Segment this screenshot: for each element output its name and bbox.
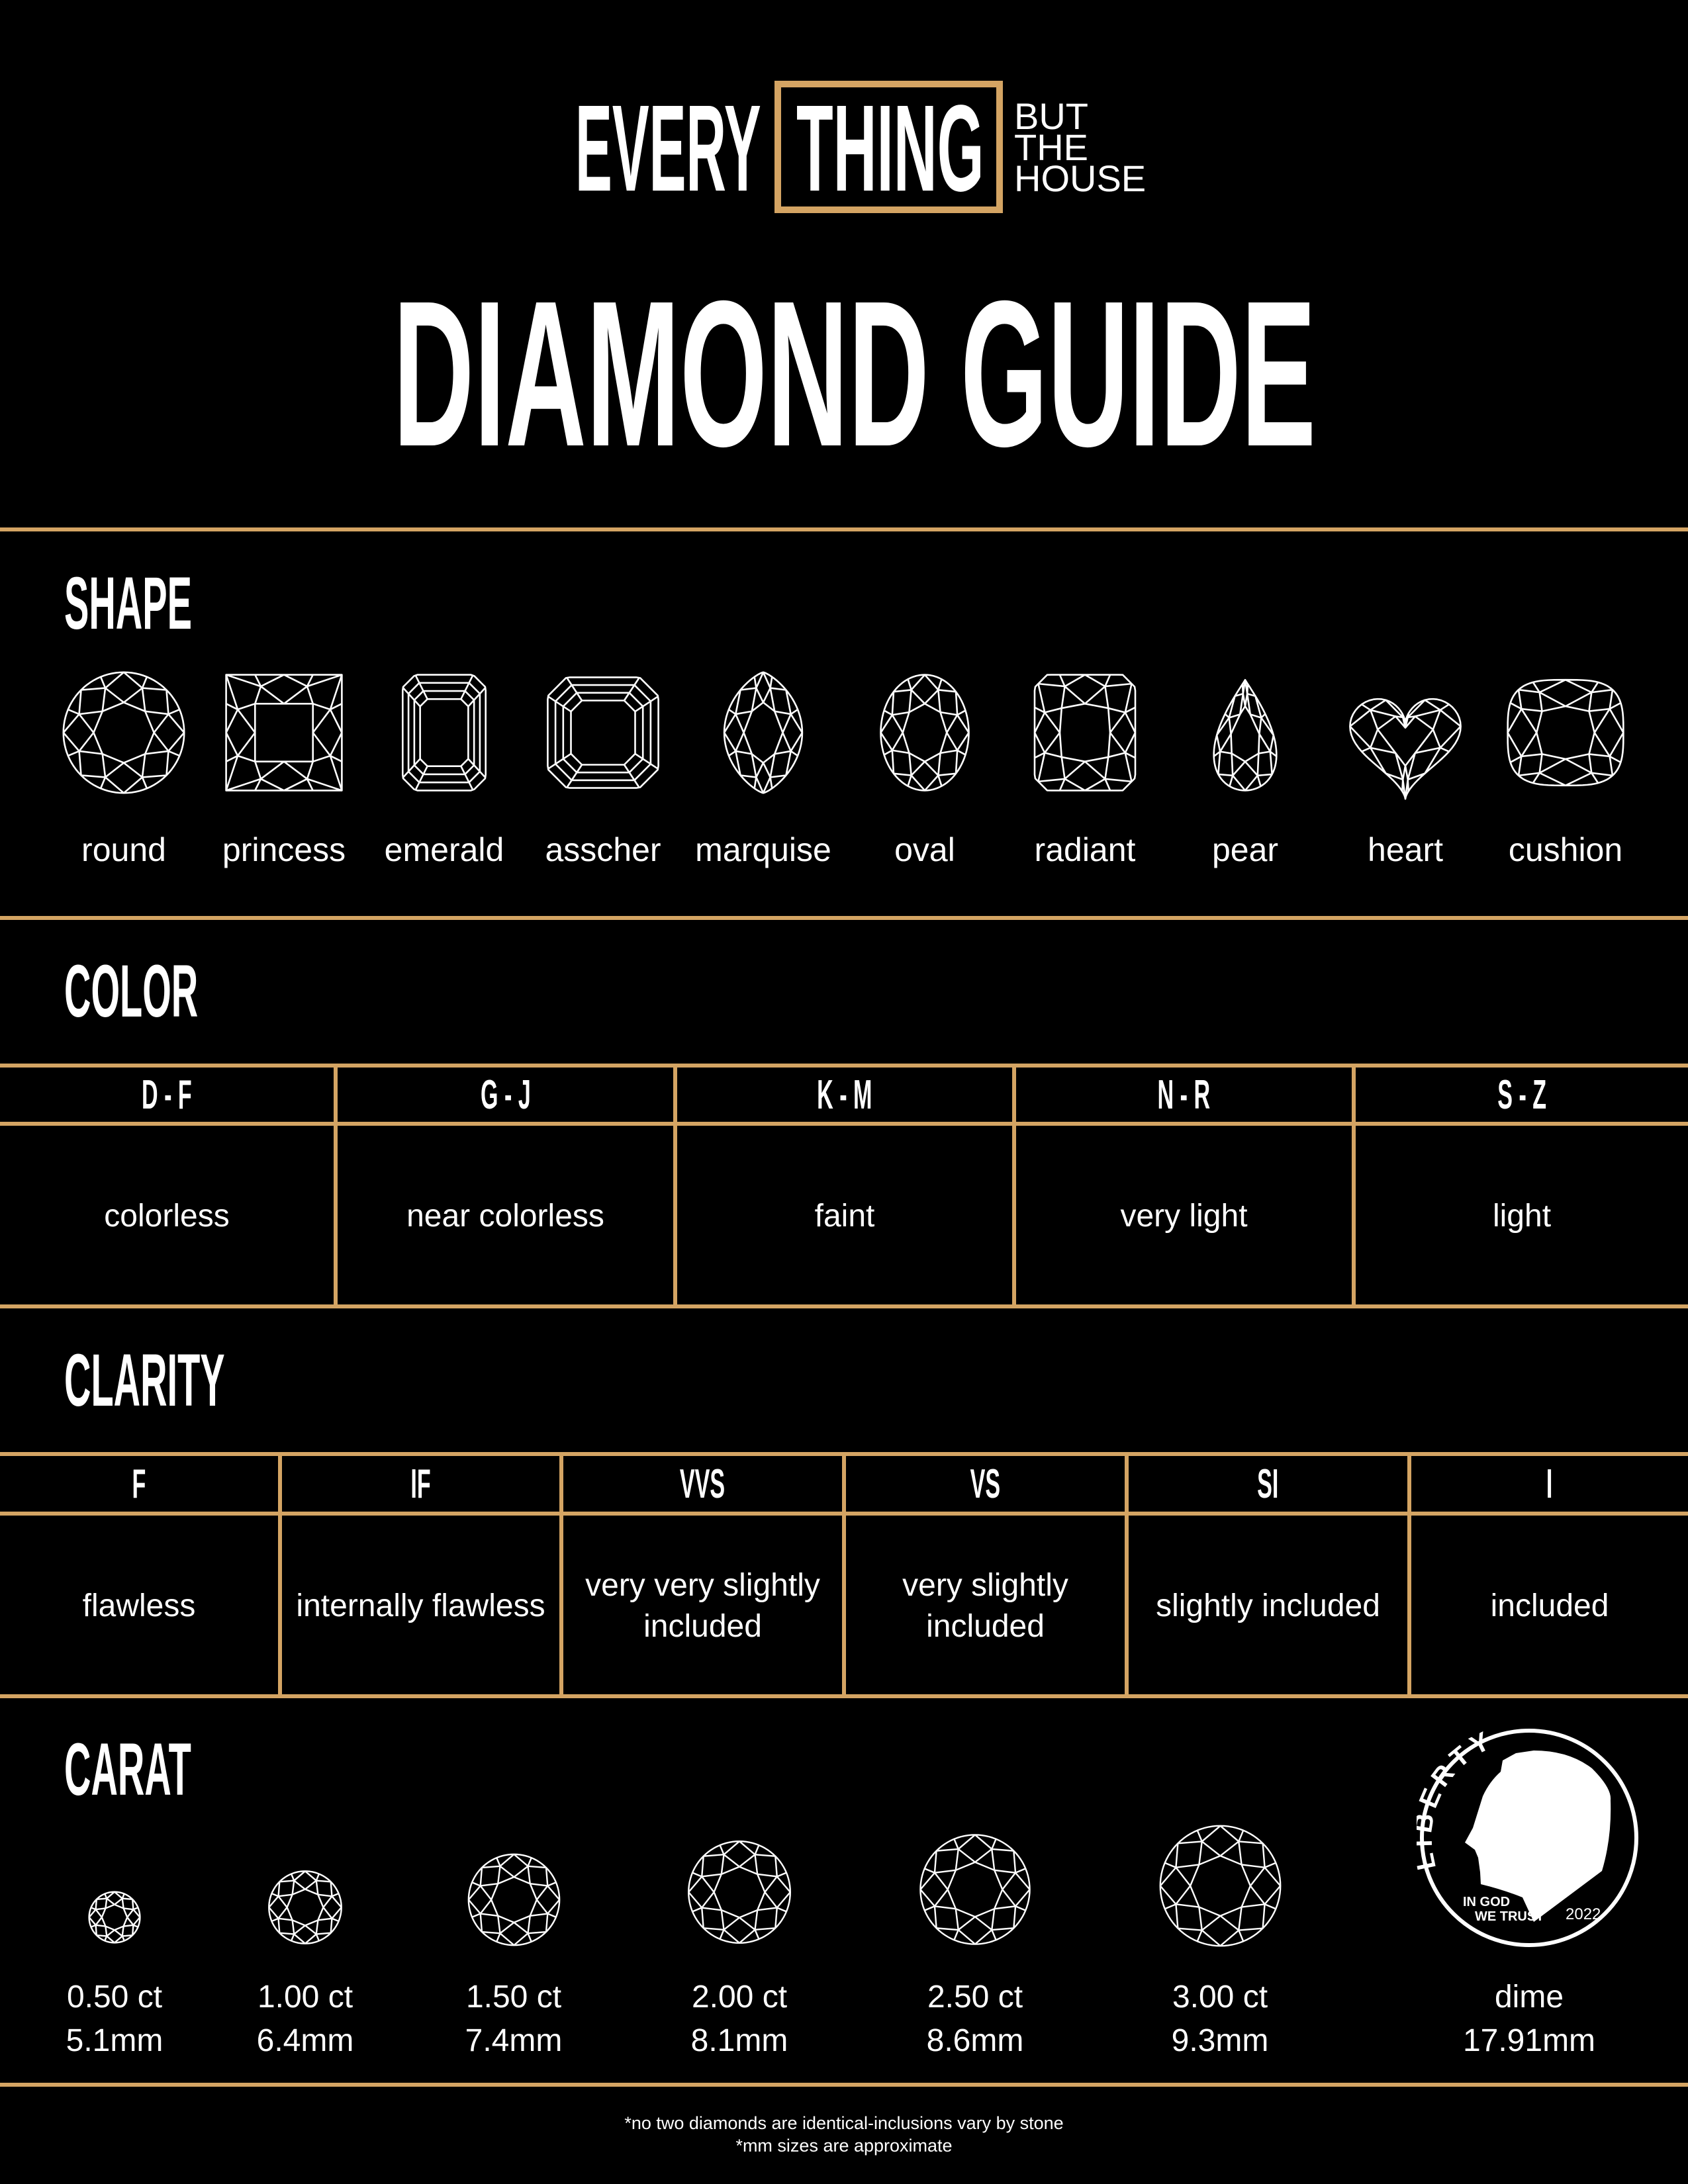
- table-column-divider: [559, 1452, 563, 1696]
- shape-label-marquise: marquise: [695, 831, 831, 868]
- cushion-diamond-icon: [1503, 670, 1628, 796]
- color-grade-header: G - J: [480, 1071, 531, 1118]
- divider: [0, 916, 1688, 920]
- heart-diamond-icon: [1342, 670, 1468, 796]
- shape-label-princess: princess: [222, 831, 346, 868]
- carat-label: 1.50 ct 7.4mm: [465, 1979, 563, 2058]
- clarity-grade-description: flawless: [82, 1588, 196, 1623]
- clarity-grade-header: VVS: [680, 1461, 726, 1507]
- carat-label: 2.00 ct 8.1mm: [690, 1979, 788, 2058]
- color-grade-description: faint: [814, 1198, 875, 1234]
- asscher-diamond-icon: [540, 670, 666, 796]
- color-grade-description: very light: [1120, 1198, 1248, 1234]
- shape-label-cushion: cushion: [1508, 831, 1623, 868]
- table-rule: [0, 1064, 1688, 1068]
- logo-thing: THING: [796, 80, 984, 217]
- shape-label-pear: pear: [1211, 831, 1279, 868]
- carat-label: 0.50 ct 5.1mm: [66, 1979, 164, 2058]
- carat-label: 1.00 ct 6.4mm: [256, 1979, 354, 2058]
- shape-label-heart: heart: [1368, 831, 1443, 868]
- shape-label-round: round: [81, 831, 166, 868]
- shape-label-oval: oval: [894, 831, 955, 868]
- emerald-diamond-icon: [381, 670, 507, 796]
- dime-icon: LIBERTY IN GOD WE TRUST 2022: [1408, 1725, 1642, 1950]
- divider: [0, 2083, 1688, 2087]
- table-column-divider: [1352, 1064, 1356, 1306]
- clarity-grade-description: very slightly included: [902, 1567, 1068, 1644]
- footer-note-2: *mm sizes are approximate: [735, 2136, 953, 2156]
- footer-note-1: *no two diamonds are identical-inclusion…: [624, 2113, 1064, 2133]
- logo-but-the-house: BUT THE HOUSE: [1014, 95, 1147, 199]
- clarity-grade-description: included: [1490, 1588, 1609, 1623]
- logo: EVERY THING BUT THE HOUSE: [0, 0, 1688, 225]
- carat-diamond-icon: [1158, 1823, 1283, 1948]
- clarity-heading: CLARITY: [64, 1339, 225, 1422]
- clarity-grade-header: SI: [1257, 1461, 1279, 1507]
- marquise-diamond-icon: [700, 670, 826, 796]
- clarity-grade-header: IF: [410, 1461, 431, 1507]
- round-diamond-icon: [61, 670, 187, 796]
- logo-box: [774, 81, 1003, 213]
- page-title: DIAMOND GUIDE: [393, 257, 1316, 490]
- shape-label-radiant: radiant: [1034, 831, 1136, 868]
- color-grade-header: K - M: [817, 1071, 872, 1118]
- color-grade-description: near colorless: [406, 1198, 604, 1234]
- clarity-grade-description: very very slightly included: [585, 1567, 820, 1644]
- table-rule: [0, 1122, 1688, 1126]
- logo-every: EVERY: [575, 80, 761, 217]
- carat-diamond-icon: [467, 1852, 561, 1947]
- clarity-grade-description: internally flawless: [296, 1588, 545, 1623]
- carat-heading: CARAT: [64, 1728, 191, 1811]
- color-heading: COLOR: [64, 950, 199, 1032]
- table-column-divider: [1407, 1452, 1411, 1696]
- dime-year: 2022: [1566, 1905, 1601, 1923]
- table-column-divider: [1125, 1452, 1129, 1696]
- table-column-divider: [334, 1064, 338, 1306]
- carat-diamond-icon: [918, 1833, 1032, 1946]
- table-column-divider: [278, 1452, 282, 1696]
- clarity-grade-header: I: [1546, 1461, 1553, 1507]
- table-column-divider: [1012, 1064, 1016, 1306]
- divider: [0, 1694, 1688, 1698]
- table-column-divider: [842, 1452, 846, 1696]
- divider: [0, 527, 1688, 531]
- clarity-grade-description: slightly included: [1156, 1588, 1380, 1623]
- color-grade-header: D - F: [142, 1071, 192, 1118]
- table-column-divider: [673, 1064, 677, 1306]
- dime-motto-1: IN GOD: [1463, 1895, 1510, 1909]
- color-grade-description: light: [1492, 1198, 1552, 1234]
- divider: [0, 1304, 1688, 1308]
- carat-label: 3.00 ct 9.3mm: [1171, 1979, 1269, 2058]
- oval-diamond-icon: [862, 670, 988, 796]
- carat-diamond-icon: [267, 1870, 343, 1945]
- carat-diamond-icon: [88, 1891, 141, 1944]
- clarity-grade-header: F: [132, 1461, 146, 1507]
- radiant-diamond-icon: [1022, 670, 1148, 796]
- title-wrap: DIAMOND GUIDE: [0, 257, 1688, 490]
- carat-diamond-icon: [686, 1839, 792, 1945]
- shape-label-emerald: emerald: [384, 831, 504, 868]
- clarity-grade-header: VS: [970, 1461, 1001, 1507]
- shape-heading: SHAPE: [64, 562, 192, 645]
- dime-motto-2: WE TRUST: [1475, 1909, 1544, 1924]
- pear-diamond-icon: [1182, 670, 1308, 796]
- color-grade-header: N - R: [1157, 1071, 1211, 1118]
- carat-label: 2.50 ct 8.6mm: [926, 1979, 1024, 2058]
- princess-diamond-icon: [221, 670, 347, 796]
- dime-label: dime 17.91mm: [1462, 1979, 1596, 2058]
- color-grade-header: S - Z: [1497, 1071, 1546, 1118]
- color-grade-description: colorless: [104, 1198, 230, 1234]
- shape-label-asscher: asscher: [545, 831, 661, 868]
